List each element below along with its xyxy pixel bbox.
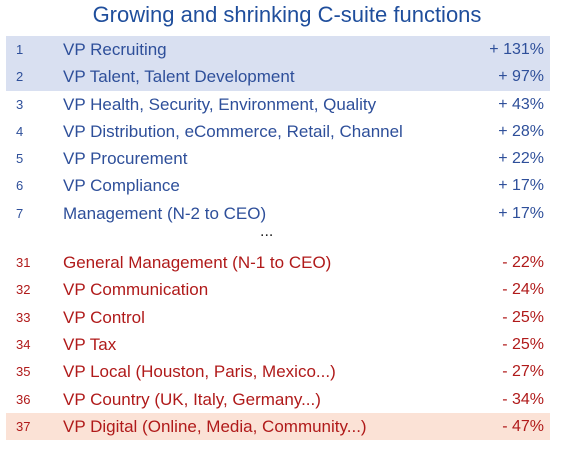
row-rank: 35 — [16, 364, 31, 380]
row-value: - 25% — [502, 335, 544, 353]
row-value: + 22% — [498, 150, 544, 168]
row-label: VP Recruiting — [63, 40, 167, 59]
ellipsis-separator: ... — [6, 223, 550, 249]
table-row: 32 VP Communication - 24% — [6, 276, 550, 303]
row-value: - 24% — [502, 281, 544, 299]
row-rank: 33 — [16, 309, 31, 325]
row-label: VP Communication — [63, 280, 209, 300]
row-value: + 28% — [498, 122, 544, 140]
row-value: - 22% — [502, 254, 544, 272]
row-rank: 5 — [16, 151, 24, 167]
table-row: 31 General Management (N-1 to CEO) - 22% — [6, 249, 550, 276]
row-label: VP Local (Houston, Paris, Mexico...) — [63, 362, 336, 382]
table-row: 4 VP Distribution, eCommerce, Retail, Ch… — [6, 118, 550, 145]
page-title: Growing and shrinking C-suite functions — [92, 2, 482, 27]
row-rank: 2 — [16, 69, 24, 85]
row-value: - 25% — [502, 308, 544, 326]
row-label: VP Digital (Online, Media, Community...) — [63, 416, 367, 436]
row-label: VP Talent, Talent Development — [63, 67, 295, 87]
table-row: 6 VP Compliance + 17% — [6, 172, 550, 199]
table-row: 7 Management (N-2 to CEO) + 17% — [6, 200, 550, 227]
row-rank: 1 — [16, 42, 24, 57]
ellipsis-text: ... — [260, 223, 274, 241]
row-label: VP Tax — [63, 334, 117, 354]
row-value: + 97% — [498, 68, 544, 86]
table-row: 37 VP Digital (Online, Media, Community.… — [6, 412, 550, 441]
table-row: 2 VP Talent, Talent Development + 97% — [6, 63, 550, 91]
row-rank: 34 — [16, 336, 31, 352]
row-rank: 6 — [16, 178, 24, 194]
row-rank: 32 — [16, 282, 31, 298]
table-row: 3 VP Health, Security, Environment, Qual… — [6, 91, 550, 118]
table-row: 33 VP Control - 25% — [6, 304, 550, 331]
row-label: VP Control — [63, 307, 145, 327]
row-value: - 34% — [502, 390, 544, 408]
row-label: VP Distribution, eCommerce, Retail, Chan… — [63, 121, 403, 141]
ranking-table: 1 VP Recruiting + 131% 2 VP Talent, Tale… — [6, 36, 550, 441]
row-value: + 43% — [498, 95, 544, 113]
row-value: + 17% — [498, 177, 544, 195]
row-rank: 31 — [16, 255, 31, 271]
row-rank: 3 — [16, 96, 24, 112]
row-label: General Management (N-1 to CEO) — [63, 253, 332, 273]
row-value: - 27% — [502, 363, 544, 381]
row-label: VP Procurement — [63, 149, 188, 169]
table-row: 1 VP Recruiting + 131% — [6, 36, 550, 64]
table-row: 35 VP Local (Houston, Paris, Mexico...) … — [6, 358, 550, 385]
row-label: Management (N-2 to CEO) — [63, 203, 267, 223]
row-label: VP Health, Security, Environment, Qualit… — [63, 94, 377, 114]
row-rank: 37 — [16, 418, 31, 434]
row-label: VP Compliance — [63, 176, 180, 196]
table-row: 34 VP Tax - 25% — [6, 331, 550, 358]
row-value: - 47% — [502, 417, 544, 435]
row-rank: 36 — [16, 391, 31, 407]
table-row: 36 VP Country (UK, Italy, Germany...) - … — [6, 386, 550, 413]
row-value: + 131% — [489, 41, 544, 58]
table-row: 5 VP Procurement + 22% — [6, 145, 550, 172]
row-rank: 7 — [16, 205, 24, 221]
row-rank: 4 — [16, 123, 24, 139]
row-label: VP Country (UK, Italy, Germany...) — [63, 389, 321, 409]
row-value: + 17% — [498, 204, 544, 222]
